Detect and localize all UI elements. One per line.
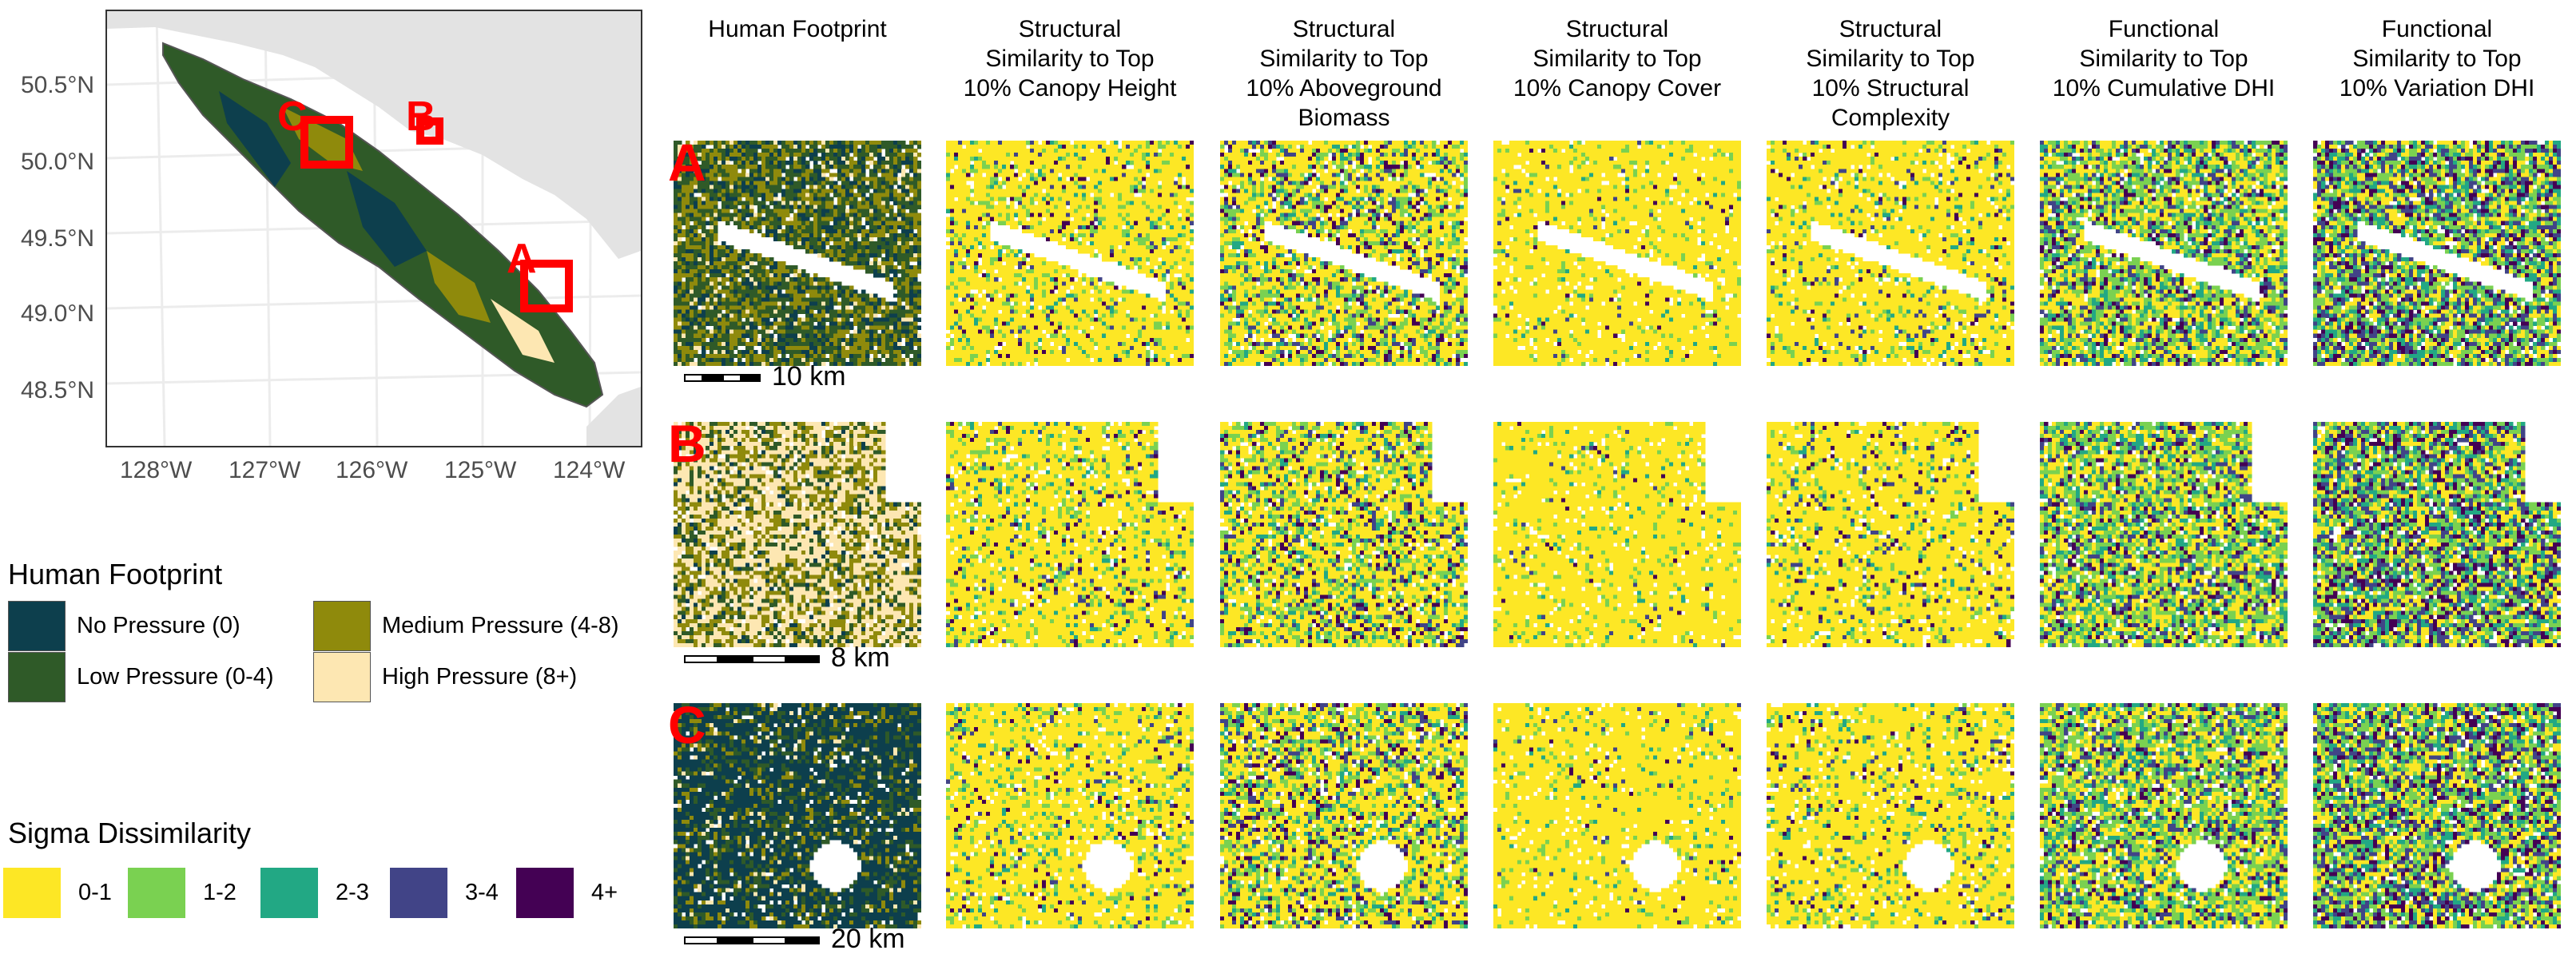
lon-tick-124: 124°W <box>553 457 625 484</box>
panel-b-2 <box>946 422 1194 647</box>
scale-bar-label-c: 20 km <box>831 924 905 955</box>
site-label-c: C <box>277 96 308 137</box>
column-header-2: Structural Similarity to Top 10% Canopy He… <box>934 14 1206 103</box>
panel-b-1 <box>674 422 921 647</box>
lat-tick-49-0: 49.0°N <box>6 300 94 328</box>
legend-sigma-4-plus: 4+ <box>516 868 618 918</box>
column-header-7: Functional Similarity to Top 10% Variation… <box>2301 14 2573 103</box>
swatch-sigma-0-1 <box>3 868 61 918</box>
column-header-4: Structural Similarity to Top 10% Canopy Co… <box>1481 14 1753 103</box>
panel-c-5 <box>1767 703 2014 928</box>
row-label-c: C <box>668 698 706 751</box>
panel-a-1 <box>674 141 921 366</box>
lat-tick-50-0: 50.0°N <box>6 149 94 176</box>
sigma-legend-title: Sigma Dissimilarity <box>8 817 251 850</box>
legend-label: 0-1 <box>78 880 112 906</box>
legend-label: No Pressure (0) <box>77 613 241 639</box>
legend-sigma-3-4: 3-4 <box>390 868 499 918</box>
legend-label: Medium Pressure (4-8) <box>382 613 619 639</box>
column-header-1: Human Footprint <box>662 14 933 44</box>
swatch-low-pressure <box>8 652 66 702</box>
legend-label: 1-2 <box>203 880 237 906</box>
lon-tick-125: 125°W <box>444 457 516 484</box>
panel-c-4 <box>1493 703 1741 928</box>
lon-tick-127: 127°W <box>229 457 300 484</box>
legend-no-pressure: No Pressure (0) <box>8 601 241 651</box>
scale-bar-b <box>684 655 820 665</box>
legend-label: High Pressure (8+) <box>382 664 577 690</box>
scale-bar-c <box>684 936 820 946</box>
overview-map: C B A <box>105 10 642 447</box>
panel-b-7 <box>2313 422 2561 647</box>
panel-c-7 <box>2313 703 2561 928</box>
column-header-3: Structural Similarity to Top 10% Abovegrou… <box>1208 14 1480 133</box>
lat-tick-48-5: 48.5°N <box>6 377 94 404</box>
lat-tick-50-5: 50.5°N <box>6 72 94 99</box>
swatch-medium-pressure <box>313 601 371 651</box>
scale-bar-label-a: 10 km <box>772 361 846 392</box>
column-header-5: Structural Similarity to Top 10% Structura… <box>1755 14 2026 133</box>
swatch-no-pressure <box>8 601 66 651</box>
lon-tick-126: 126°W <box>336 457 407 484</box>
site-label-b: B <box>406 96 436 137</box>
site-label-a: A <box>507 238 537 280</box>
legend-label: 2-3 <box>336 880 369 906</box>
swatch-sigma-1-2 <box>128 868 185 918</box>
panel-c-2 <box>946 703 1194 928</box>
legend-label: Low Pressure (0-4) <box>77 664 274 690</box>
panel-c-1 <box>674 703 921 928</box>
scale-bar-label-b: 8 km <box>831 642 890 674</box>
legend-sigma-1-2: 1-2 <box>128 868 237 918</box>
row-label-a: A <box>668 136 706 189</box>
panel-a-5 <box>1767 141 2014 366</box>
legend-high-pressure: High Pressure (8+) <box>313 652 577 702</box>
row-label-b: B <box>668 417 706 470</box>
panel-b-3 <box>1220 422 1468 647</box>
panel-a-2 <box>946 141 1194 366</box>
swatch-sigma-3-4 <box>390 868 447 918</box>
panel-a-4 <box>1493 141 1741 366</box>
overview-map-canvas <box>107 11 641 446</box>
scale-bar-a <box>684 374 761 384</box>
panel-a-6 <box>2040 141 2288 366</box>
panel-a-7 <box>2313 141 2561 366</box>
swatch-sigma-2-3 <box>260 868 318 918</box>
human-footprint-legend-title: Human Footprint <box>8 558 222 591</box>
swatch-high-pressure <box>313 652 371 702</box>
lon-tick-128: 128°W <box>120 457 192 484</box>
legend-sigma-2-3: 2-3 <box>260 868 369 918</box>
legend-label: 4+ <box>591 880 618 906</box>
panel-b-4 <box>1493 422 1741 647</box>
swatch-sigma-4-plus <box>516 868 574 918</box>
legend-medium-pressure: Medium Pressure (4-8) <box>313 601 619 651</box>
legend-low-pressure: Low Pressure (0-4) <box>8 652 274 702</box>
lat-tick-49-5: 49.5°N <box>6 225 94 252</box>
legend-sigma-0-1: 0-1 <box>3 868 112 918</box>
legend-label: 3-4 <box>465 880 499 906</box>
panel-b-5 <box>1767 422 2014 647</box>
panel-b-6 <box>2040 422 2288 647</box>
panel-c-6 <box>2040 703 2288 928</box>
panel-c-3 <box>1220 703 1468 928</box>
panel-a-3 <box>1220 141 1468 366</box>
column-header-6: Functional Similarity to Top 10% Cumulativ… <box>2028 14 2300 103</box>
